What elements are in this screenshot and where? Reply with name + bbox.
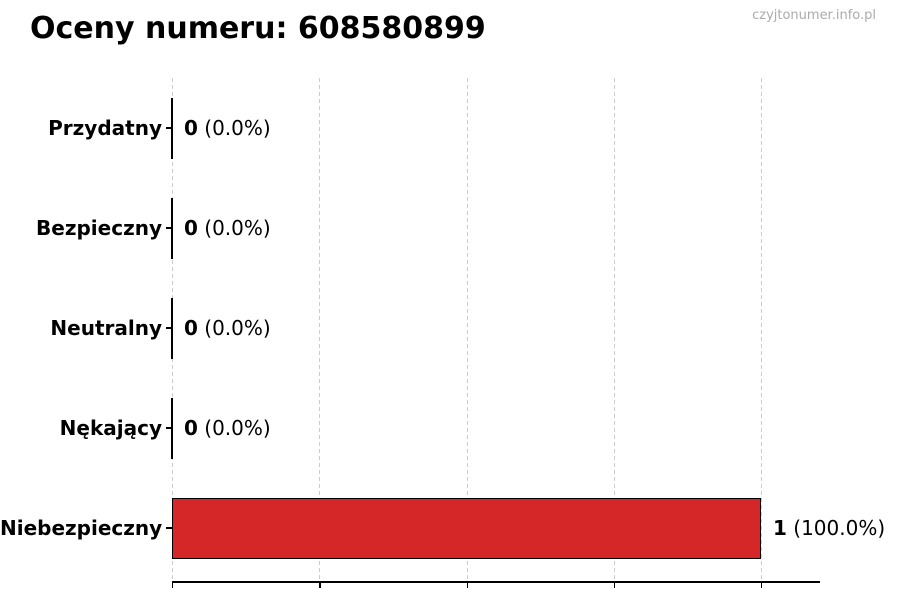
category-label: Bezpieczny: [36, 216, 162, 240]
x-axis-spine: [172, 581, 820, 583]
value-count: 0: [184, 416, 198, 440]
category-label: Niebezpieczny: [0, 516, 163, 540]
value-count: 0: [184, 216, 198, 240]
value-label: 0 (0.0%): [184, 114, 271, 142]
value-label: 0 (0.0%): [184, 414, 271, 442]
x-axis-tick: [761, 582, 763, 588]
watermark: czyjtonumer.info.pl: [752, 8, 876, 23]
y-axis-tick: [166, 527, 172, 529]
x-gridline: [466, 78, 468, 581]
x-axis-tick: [613, 582, 616, 588]
value-percent: (0.0%): [197, 116, 271, 140]
y-axis-tick: [166, 227, 172, 229]
y-axis-tick: [166, 427, 172, 429]
value-percent: (0.0%): [197, 316, 271, 340]
chart-title: Oceny numeru: 608580899: [30, 11, 486, 46]
value-count: 1: [773, 516, 787, 540]
y-axis-tick: [166, 127, 172, 129]
x-axis-tick: [319, 582, 321, 588]
x-axis-tick: [466, 582, 468, 588]
x-gridline: [761, 78, 762, 581]
value-label: 0 (0.0%): [184, 314, 271, 342]
x-axis-tick: [172, 582, 174, 588]
category-label: Przydatny: [48, 116, 162, 140]
value-count: 0: [184, 316, 198, 340]
category-label: Neutralny: [50, 316, 162, 340]
y-axis-tick: [166, 327, 172, 329]
value-label: 0 (0.0%): [184, 214, 271, 242]
x-gridline: [319, 78, 321, 581]
category-label: Nękający: [59, 416, 162, 440]
x-gridline: [613, 78, 615, 581]
value-count: 0: [184, 116, 198, 140]
value-label: 1 (100.0%): [773, 514, 885, 542]
bar: [172, 497, 761, 559]
value-percent: (100.0%): [786, 516, 886, 540]
value-percent: (0.0%): [197, 216, 271, 240]
value-percent: (0.0%): [197, 416, 271, 440]
